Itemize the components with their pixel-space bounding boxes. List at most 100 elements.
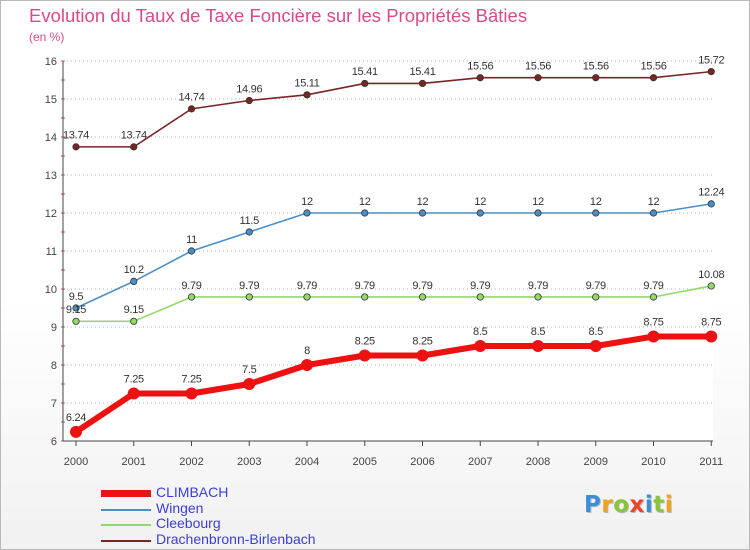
logo-letter: o <box>613 492 630 518</box>
data-point <box>245 96 253 105</box>
data-point <box>418 293 427 301</box>
data-label: 12.24 <box>698 187 724 199</box>
y-tick-label: 11 <box>46 246 57 258</box>
series-line <box>76 70 712 148</box>
logo-letter: r <box>601 492 614 518</box>
data-label: 8.5 <box>589 326 604 338</box>
y-tick-label: 16 <box>45 56 57 68</box>
data-point <box>592 293 600 301</box>
series-climbach <box>70 330 718 438</box>
line-chart: 6 7 8 9 10 11 12 13 14 15 16 2000 2001 2002 2003 2004 20… <box>45 54 725 468</box>
data-label: 12 <box>474 196 486 208</box>
data-point <box>649 209 658 217</box>
data-point <box>187 105 196 113</box>
data-point <box>534 293 542 301</box>
series-line <box>74 333 712 435</box>
legend-label: Cleebourg <box>156 515 221 531</box>
data-point <box>187 247 196 255</box>
data-point <box>187 293 196 301</box>
data-label: 7.25 <box>181 374 201 386</box>
data-label: 8 <box>304 345 310 357</box>
data-point <box>707 68 715 76</box>
proxiti-logo: Proxiti <box>584 492 673 518</box>
data-label: 10.08 <box>698 269 724 281</box>
series-line <box>76 285 712 323</box>
legend-label: Drachenbronn-Birlenbach <box>156 530 316 547</box>
data-point <box>127 387 140 400</box>
x-tick-label: 2005 <box>353 456 377 468</box>
data-label: 9.79 <box>297 280 317 292</box>
legend-swatch <box>101 524 151 526</box>
data-label: 12 <box>417 196 429 208</box>
data-point <box>649 293 658 301</box>
x-tick-label: 2002 <box>179 456 203 468</box>
data-label: 8.75 <box>701 317 721 329</box>
series-drachenbronn-birlenbach <box>72 68 715 151</box>
data-point <box>647 330 660 343</box>
data-point <box>70 425 82 438</box>
data-point <box>72 317 80 325</box>
y-tick-label: 12 <box>45 208 57 220</box>
data-label: 7.25 <box>124 374 144 386</box>
data-label: 11.5 <box>240 215 260 227</box>
x-tick-label: 2007 <box>468 456 492 468</box>
x-tick-label: 2011 <box>699 456 723 468</box>
logo-letter: i <box>664 492 674 518</box>
x-tick-label: 2010 <box>641 456 665 468</box>
data-point <box>130 143 138 151</box>
data-label: 15.56 <box>583 61 609 73</box>
series-layer <box>70 68 718 438</box>
y-tick-label: 13 <box>45 170 57 182</box>
data-point <box>245 293 253 301</box>
logo-letter: t <box>653 492 665 518</box>
data-label: 15.41 <box>352 66 378 78</box>
data-label: 15.11 <box>294 78 319 90</box>
x-tick-label: 2008 <box>526 456 550 468</box>
logo-letter: i <box>644 492 654 518</box>
data-label: 15.56 <box>525 61 551 73</box>
data-label: 9.79 <box>181 280 201 292</box>
data-point <box>361 209 369 217</box>
data-label: 8.25 <box>412 336 432 348</box>
data-point <box>476 209 484 217</box>
legend-swatch <box>101 508 151 511</box>
y-tick-label: 6 <box>51 436 57 448</box>
data-point <box>707 200 715 208</box>
y-tick-label: 8 <box>51 360 57 372</box>
grid-lines <box>63 60 713 442</box>
data-point <box>649 74 658 82</box>
x-tick-label: 2009 <box>584 456 608 468</box>
data-label: 8.25 <box>355 336 375 348</box>
x-tick-label: 2003 <box>237 456 261 468</box>
data-label: 9.79 <box>239 280 259 292</box>
legend-swatch <box>101 539 151 542</box>
data-point <box>245 228 253 236</box>
data-label: 13.74 <box>121 130 147 142</box>
data-point <box>303 209 311 217</box>
data-point <box>592 209 600 217</box>
data-point <box>705 330 718 343</box>
y-tick-label: 10 <box>45 284 57 296</box>
data-point <box>130 277 138 285</box>
data-point <box>474 340 487 352</box>
data-label: 9.79 <box>586 280 606 292</box>
data-point <box>418 209 427 217</box>
data-label: 9.79 <box>412 280 432 292</box>
data-label: 8.5 <box>473 326 488 338</box>
y-tick-label: 7 <box>51 398 57 410</box>
series-wingen <box>72 200 715 312</box>
series-cleebourg <box>72 282 715 325</box>
x-tick-label: 2000 <box>64 456 88 468</box>
data-point <box>592 74 600 82</box>
data-label: 12 <box>532 196 544 208</box>
legend-swatch <box>101 490 151 497</box>
data-label: 15.41 <box>409 66 435 78</box>
data-point <box>416 349 429 362</box>
data-point <box>72 143 80 151</box>
data-point <box>534 209 542 217</box>
data-label: 15.56 <box>640 61 666 73</box>
data-point <box>72 304 80 312</box>
data-point <box>358 349 371 362</box>
data-point <box>534 74 542 82</box>
